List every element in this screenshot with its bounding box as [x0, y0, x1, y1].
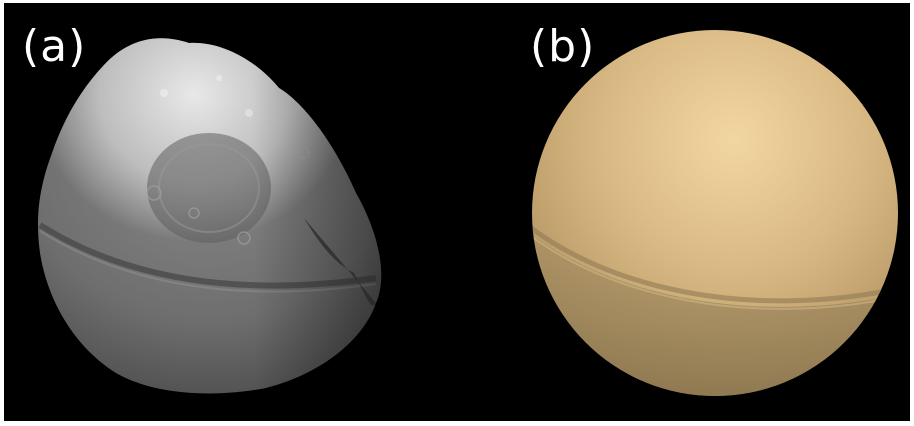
figure: (a) — [4, 3, 910, 421]
moon-photograph-icon — [37, 38, 382, 394]
panel-b: (b) — [457, 3, 910, 421]
panel-a: (a) — [4, 3, 457, 421]
panel-label-a: (a) — [22, 21, 87, 72]
shaded-sphere-model-icon — [532, 30, 898, 396]
panel-label-b: (b) — [530, 21, 596, 72]
